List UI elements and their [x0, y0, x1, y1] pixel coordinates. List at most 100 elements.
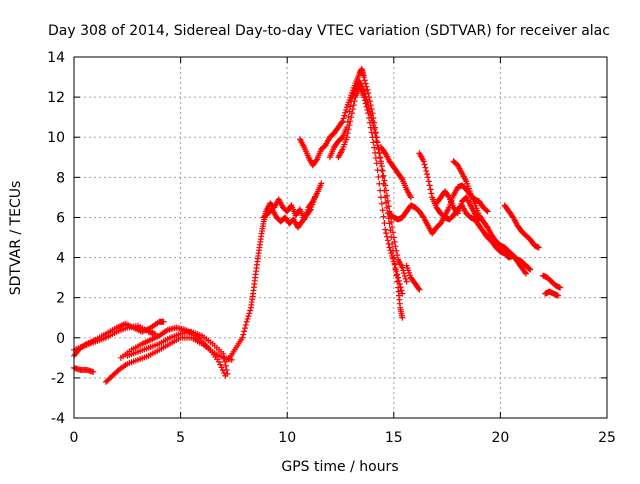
data-point	[522, 269, 529, 276]
x-tick-label: 0	[70, 430, 79, 446]
data-point	[313, 157, 320, 164]
data-point	[394, 252, 401, 259]
y-tick-label: 14	[47, 50, 65, 66]
data-point	[392, 264, 399, 271]
data-point	[398, 175, 405, 182]
data-point	[400, 267, 407, 274]
data-point	[391, 261, 398, 268]
data-point	[401, 273, 408, 280]
data-point	[220, 350, 227, 357]
data-point	[476, 216, 483, 223]
data-point	[383, 187, 390, 194]
data-point	[399, 290, 406, 297]
data-point	[239, 334, 246, 341]
data-point	[415, 285, 422, 292]
data-point	[383, 192, 390, 199]
data-point	[365, 90, 372, 97]
data-point	[221, 370, 228, 377]
data-point	[526, 265, 533, 272]
x-tick-label: 5	[176, 430, 185, 446]
data-point	[378, 194, 385, 201]
data-point	[339, 118, 346, 125]
series-track-l	[378, 144, 414, 201]
data-point	[384, 237, 391, 244]
data-point	[371, 126, 378, 133]
data-point	[373, 160, 380, 167]
data-point	[221, 354, 228, 361]
data-point	[484, 208, 491, 215]
data-point	[217, 361, 224, 368]
data-point	[241, 328, 248, 335]
data-point	[340, 115, 347, 122]
y-tick-label: -4	[51, 411, 65, 427]
data-point	[370, 122, 377, 129]
data-point	[527, 266, 534, 273]
data-point	[389, 255, 396, 262]
data-point	[160, 318, 167, 325]
series-track-i	[296, 66, 406, 321]
data-point	[390, 258, 397, 265]
y-tick-label: 6	[56, 210, 65, 226]
data-point	[393, 268, 400, 275]
data-point	[378, 200, 385, 207]
data-point	[364, 86, 371, 93]
data-point	[373, 138, 380, 145]
data-point	[247, 307, 254, 314]
data-point	[375, 173, 382, 180]
data-point	[362, 80, 369, 87]
data-point	[368, 129, 375, 136]
data-point	[399, 314, 406, 321]
y-tick-label: 10	[47, 130, 65, 146]
data-point	[378, 163, 385, 170]
data-point	[338, 119, 345, 126]
series-track-c	[71, 364, 97, 375]
data-point	[366, 108, 373, 115]
data-point	[421, 161, 428, 168]
data-point	[483, 207, 490, 214]
data-point	[350, 102, 357, 109]
data-point	[522, 270, 529, 277]
data-point	[371, 144, 378, 151]
series-track-m	[403, 262, 423, 293]
data-point	[219, 367, 226, 374]
data-point	[378, 158, 385, 165]
data-point	[368, 114, 375, 121]
data-point	[397, 284, 404, 291]
data-point	[427, 186, 434, 193]
data-point	[422, 164, 429, 171]
data-point	[423, 167, 430, 174]
data-point	[245, 313, 252, 320]
data-point	[389, 224, 396, 231]
x-axis-label: GPS time / hours	[281, 459, 398, 475]
data-point	[384, 197, 391, 204]
data-point	[90, 368, 97, 375]
series-track-g	[226, 180, 325, 361]
data-point	[387, 247, 394, 254]
data-point	[361, 77, 368, 84]
data-point	[306, 207, 313, 214]
data-point	[445, 193, 452, 200]
data-point	[394, 271, 401, 278]
data-point	[376, 180, 383, 187]
data-point	[420, 158, 427, 165]
data-point	[362, 93, 369, 100]
data-point	[363, 96, 370, 103]
data-point	[361, 90, 368, 97]
y-tick-label: 12	[47, 90, 65, 106]
data-point	[385, 203, 392, 210]
data-point	[342, 109, 349, 116]
data-point	[426, 182, 433, 189]
data-point	[395, 274, 402, 281]
data-point	[372, 130, 379, 137]
data-point	[402, 275, 409, 282]
data-point	[343, 106, 350, 113]
data-point	[407, 194, 414, 201]
data-point	[425, 178, 432, 185]
data-point	[386, 244, 393, 251]
data-point	[557, 284, 564, 291]
series-track-q	[433, 188, 483, 223]
data-point	[377, 154, 384, 161]
x-tick-label: 10	[278, 430, 296, 446]
data-point	[391, 238, 398, 245]
data-point	[341, 112, 348, 119]
